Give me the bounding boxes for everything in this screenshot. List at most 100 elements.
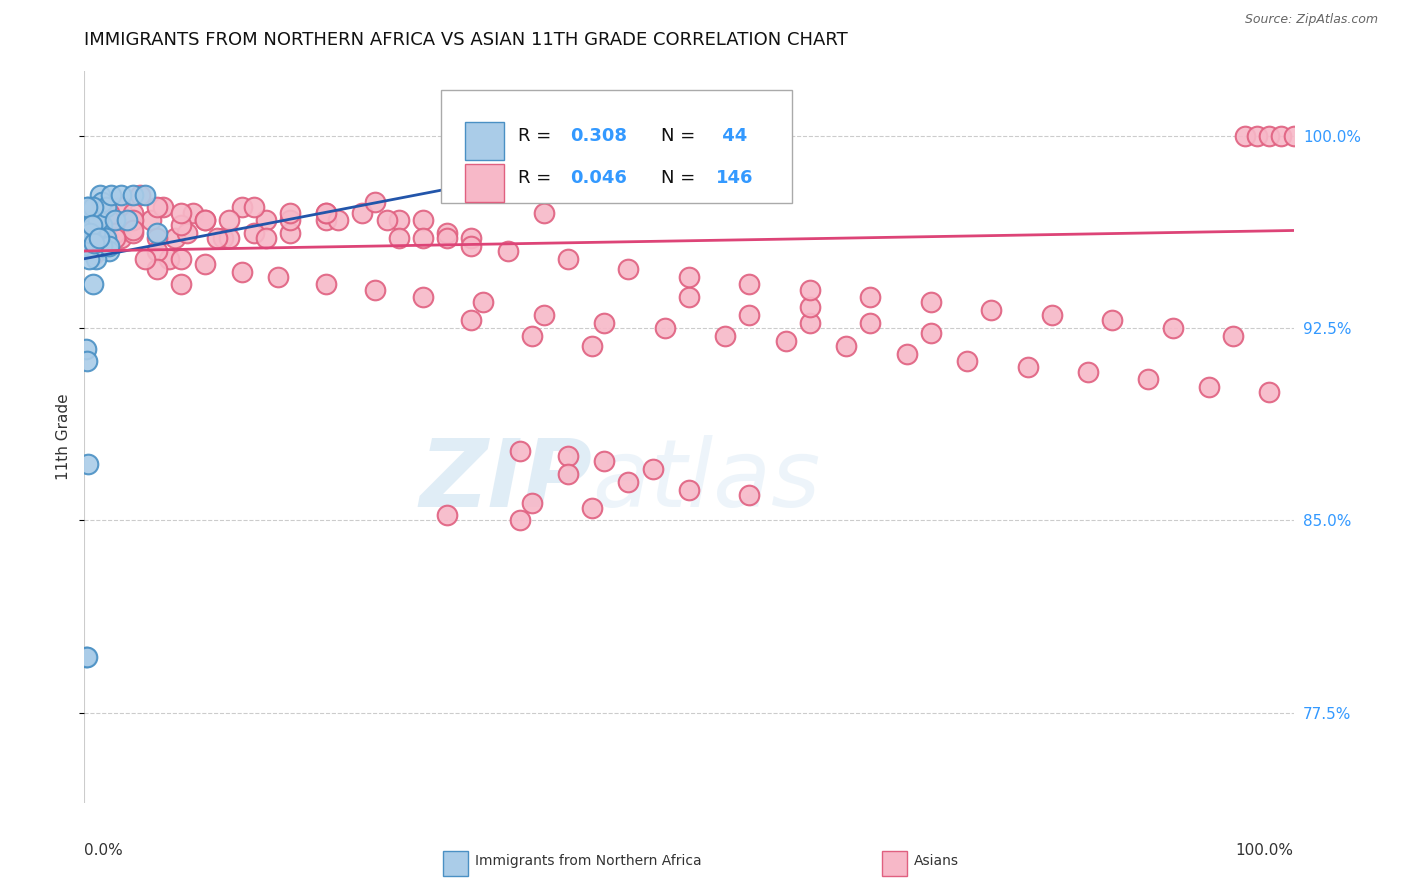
Point xyxy=(254,231,277,245)
Point xyxy=(79,244,101,258)
Point xyxy=(80,226,103,240)
Point xyxy=(80,219,103,233)
Point xyxy=(315,205,337,219)
Point xyxy=(920,326,942,340)
Point xyxy=(212,231,235,245)
Point xyxy=(472,295,495,310)
Text: 146: 146 xyxy=(716,169,754,187)
Point xyxy=(79,223,101,237)
Point xyxy=(267,269,290,284)
Point xyxy=(617,262,640,277)
Point xyxy=(104,231,127,245)
Point xyxy=(678,290,700,304)
Point xyxy=(242,200,264,214)
Point xyxy=(75,342,97,356)
Point xyxy=(121,223,143,237)
Point xyxy=(859,316,882,330)
Point xyxy=(896,346,918,360)
Point xyxy=(1101,313,1123,327)
Point xyxy=(80,231,103,245)
Point xyxy=(593,316,616,330)
Point xyxy=(520,495,543,509)
Text: 0.046: 0.046 xyxy=(571,169,627,187)
Point xyxy=(194,213,217,227)
Point xyxy=(460,231,482,245)
Point xyxy=(121,226,143,240)
Point xyxy=(76,200,98,214)
Point xyxy=(121,205,143,219)
Point xyxy=(76,649,98,664)
Point xyxy=(76,354,98,368)
Point xyxy=(121,213,143,227)
Point xyxy=(86,213,108,227)
Text: Asians: Asians xyxy=(914,854,959,868)
Point xyxy=(242,226,264,240)
Point xyxy=(231,200,253,214)
Point xyxy=(1222,328,1244,343)
Point xyxy=(110,187,132,202)
Point xyxy=(278,213,301,227)
Point xyxy=(278,226,301,240)
Point xyxy=(218,213,240,227)
Point xyxy=(83,246,105,260)
Point xyxy=(1246,128,1268,143)
Point xyxy=(121,187,143,202)
Point xyxy=(1077,365,1099,379)
Point xyxy=(375,213,398,227)
Point xyxy=(278,205,301,219)
Point xyxy=(460,313,482,327)
Point xyxy=(89,187,111,202)
Point xyxy=(89,239,111,253)
Point xyxy=(1017,359,1039,374)
Point xyxy=(799,283,821,297)
Point xyxy=(1258,128,1281,143)
Point xyxy=(593,454,616,468)
Text: Immigrants from Northern Africa: Immigrants from Northern Africa xyxy=(475,854,702,868)
Point xyxy=(104,213,127,227)
Point xyxy=(75,649,97,664)
Point xyxy=(134,187,156,202)
Text: Source: ZipAtlas.com: Source: ZipAtlas.com xyxy=(1244,13,1378,27)
Text: ZIP: ZIP xyxy=(419,435,592,527)
Point xyxy=(170,277,193,292)
Point xyxy=(93,221,115,235)
Point xyxy=(352,205,374,219)
Y-axis label: 11th Grade: 11th Grade xyxy=(56,393,72,481)
Point xyxy=(520,328,543,343)
Point xyxy=(146,226,169,240)
Point xyxy=(738,308,761,322)
Point xyxy=(152,200,174,214)
Text: 0.0%: 0.0% xyxy=(84,843,124,858)
Text: 0.308: 0.308 xyxy=(571,127,627,145)
Point xyxy=(254,213,277,227)
Point xyxy=(129,187,152,202)
Point xyxy=(436,231,458,245)
Point xyxy=(509,514,531,528)
Point xyxy=(557,467,579,482)
Point xyxy=(176,226,198,240)
Point xyxy=(496,244,519,258)
Point xyxy=(799,301,821,315)
Point xyxy=(79,226,101,240)
Point xyxy=(714,328,737,343)
Point xyxy=(388,213,411,227)
Point xyxy=(97,213,120,227)
Point xyxy=(77,252,100,266)
Point xyxy=(146,262,169,277)
Point xyxy=(980,303,1002,318)
Point xyxy=(363,283,385,297)
Point xyxy=(533,308,555,322)
Point xyxy=(77,221,100,235)
Point xyxy=(77,242,100,256)
Point xyxy=(82,200,104,214)
Point xyxy=(170,252,193,266)
Point xyxy=(146,200,169,214)
Point xyxy=(94,231,117,245)
Point xyxy=(75,231,97,245)
Point xyxy=(94,200,117,214)
Point xyxy=(654,321,676,335)
Bar xyxy=(465,164,503,202)
Bar xyxy=(465,122,503,160)
Point xyxy=(86,213,108,227)
Point xyxy=(77,457,100,471)
